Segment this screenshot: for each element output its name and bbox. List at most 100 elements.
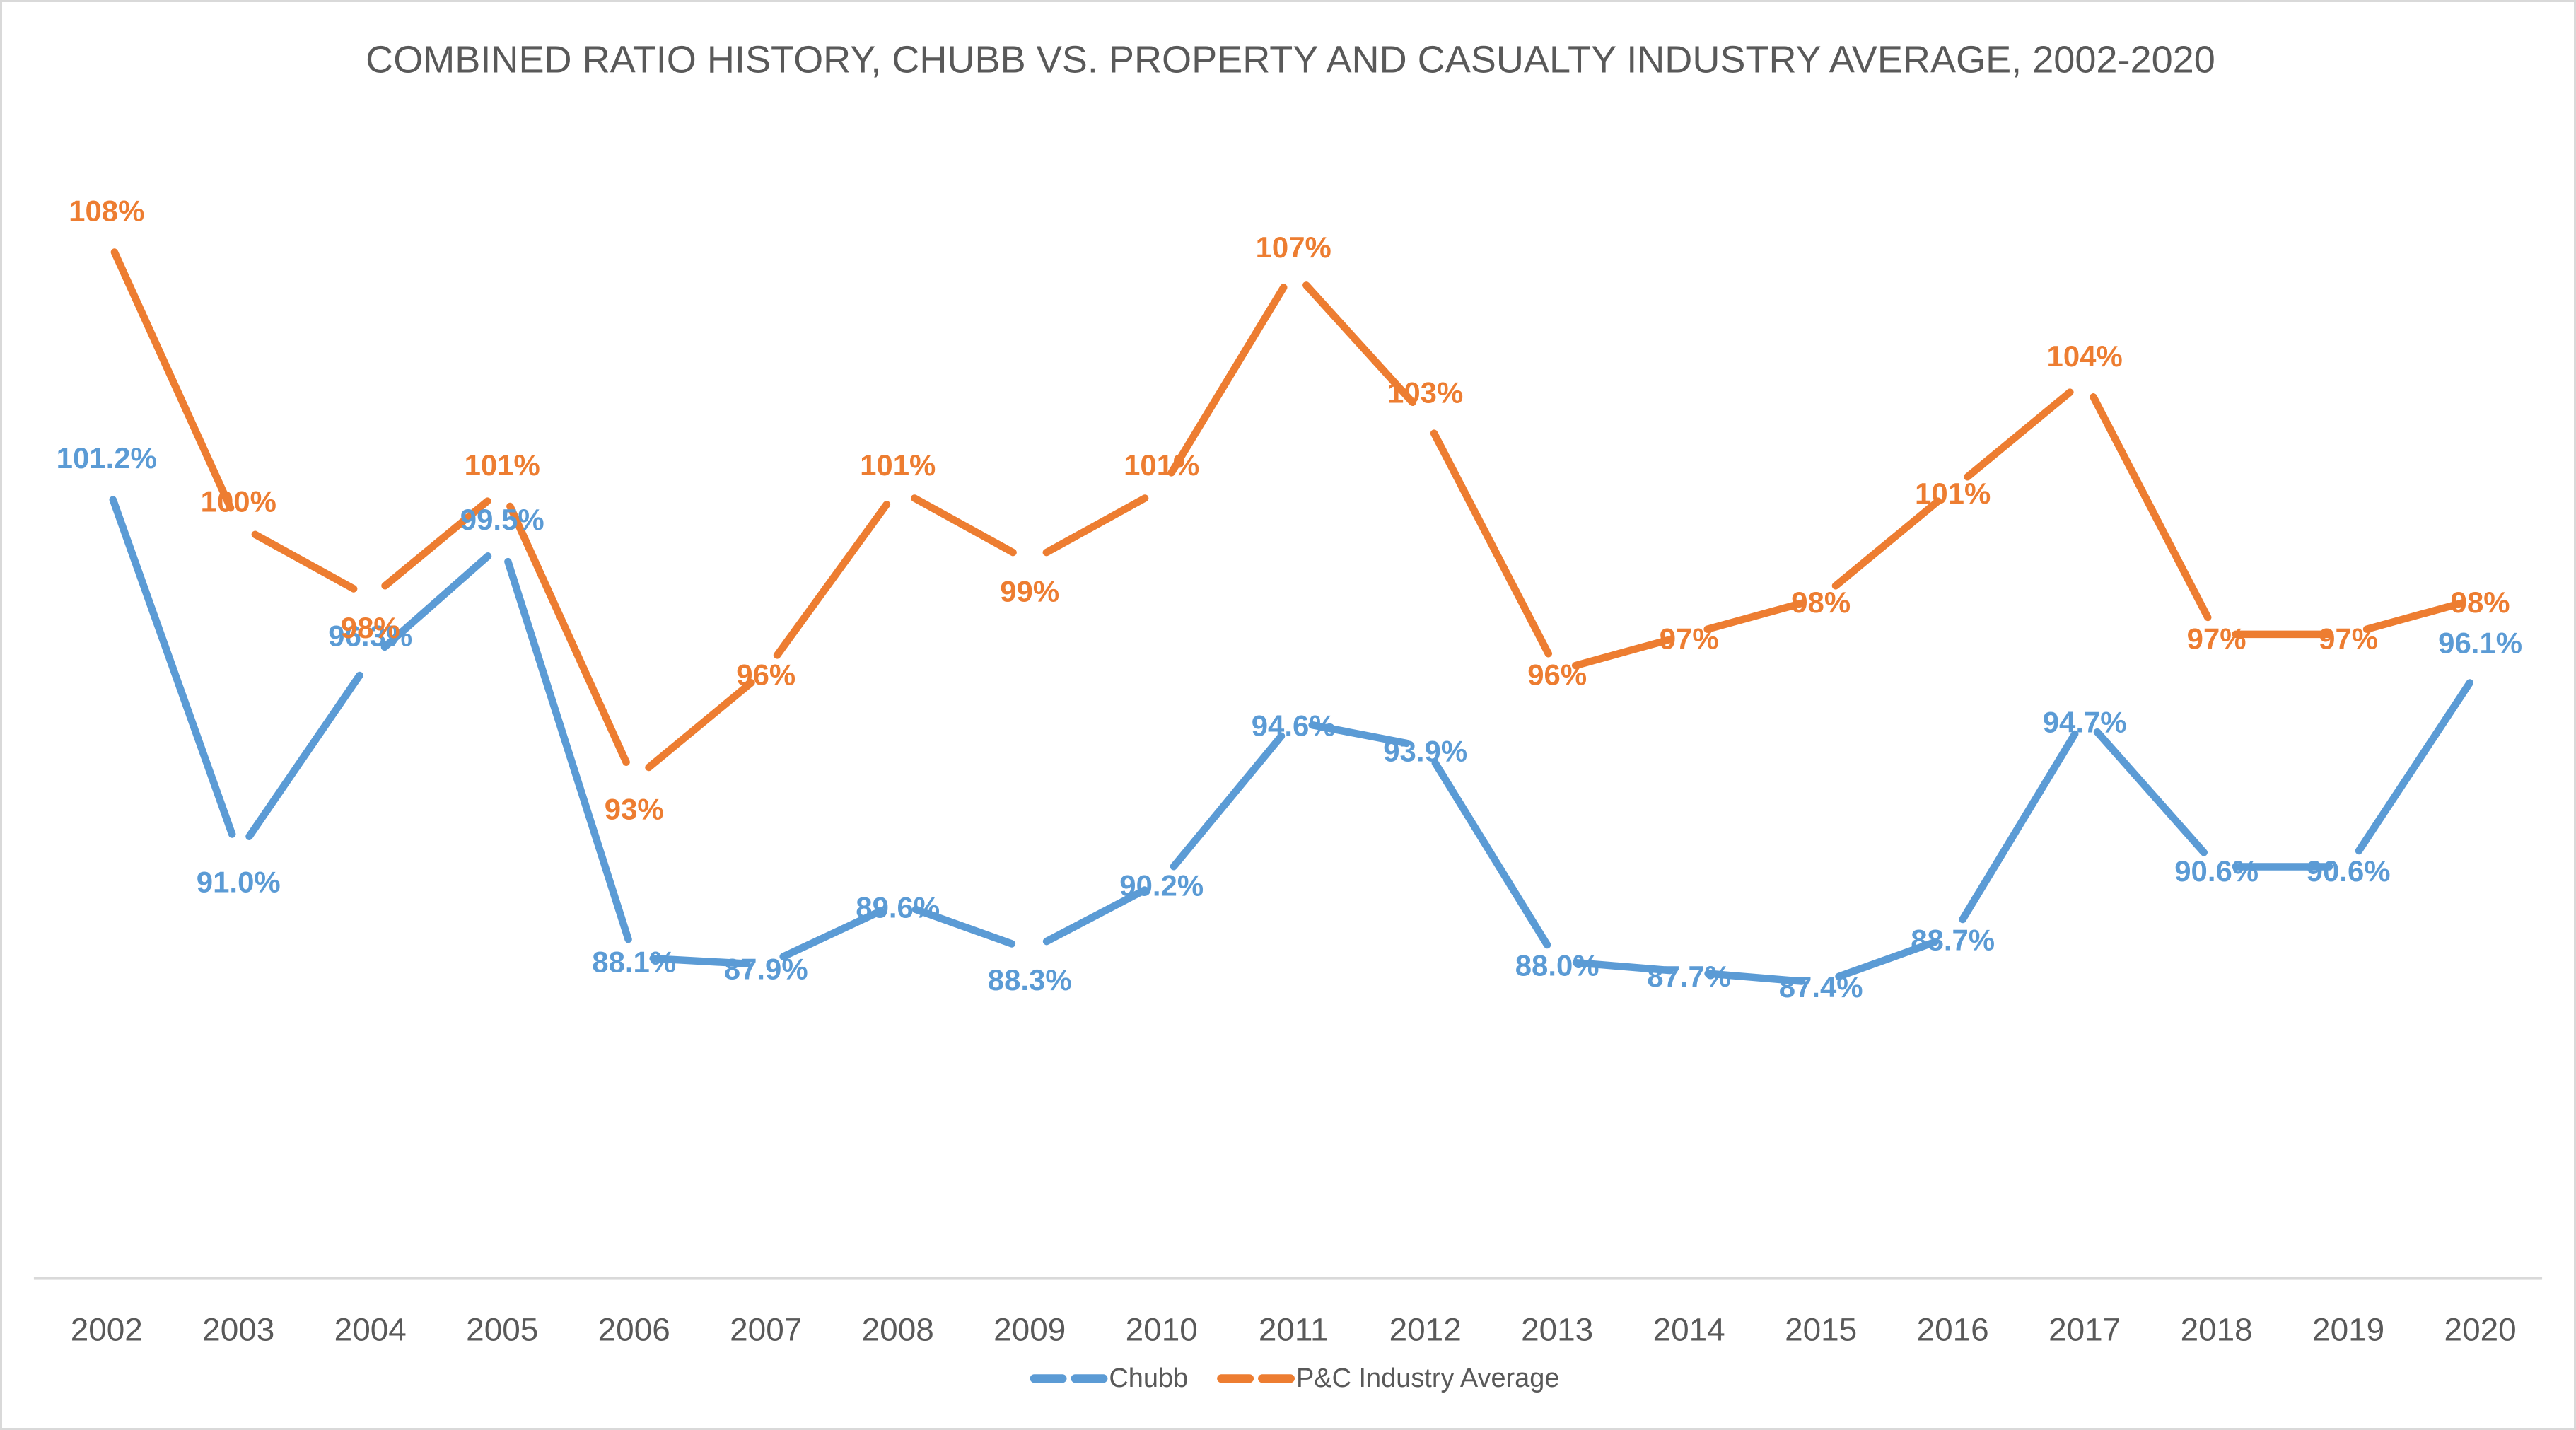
chubb-line-segment	[779, 907, 885, 960]
chubb-line-segment	[1170, 732, 1286, 871]
pc-industry-average-data-label: 100%	[201, 484, 276, 518]
series-lines	[109, 248, 2474, 985]
legend-label-pc-industry-average[interactable]: P&C Industry Average	[1296, 1364, 1560, 1393]
data-labels: 101.2% 91.0% 96.3% 99.5% 88.1% 87.9% 89.6% 88.3…	[57, 194, 2522, 1004]
chubb-line-segment	[1959, 730, 2079, 924]
chubb-data-label: 96.3%	[328, 619, 412, 652]
pc-industry-average-data-label: 98%	[341, 611, 400, 644]
chubb-data-label: 99.5%	[460, 503, 544, 536]
pc-industry-average-data-label: 108%	[69, 194, 144, 228]
pc-industry-average-data-label: 98%	[2451, 586, 2510, 619]
chubb-data-label: 94.7%	[2043, 705, 2127, 738]
chubb-data-label: 93.9%	[1383, 735, 1467, 768]
chubb-line-segment	[1308, 721, 1411, 748]
chubb-line-segment	[1431, 759, 1551, 949]
x-tick-label: 2008	[862, 1310, 934, 1347]
chubb-line-segment	[109, 496, 236, 838]
chubb-data-label: 87.7%	[1647, 960, 1731, 993]
pc-industry-average-line-segment	[1302, 281, 1416, 407]
pc-industry-average-line-segment	[1964, 388, 2074, 481]
pc-industry-average-data-label: 103%	[1387, 376, 1463, 409]
chubb-data-label: 94.6%	[1252, 709, 1336, 743]
x-tick-label: 2002	[71, 1310, 143, 1347]
chubb-data-label: 90.2%	[1119, 868, 1204, 902]
chubb-line-segment	[504, 557, 632, 943]
pc-industry-average-data-label: 101%	[1124, 448, 1199, 482]
legend: Chubb P&C Industry Average	[1030, 1364, 1560, 1393]
chubb-data-label: 91.0%	[197, 865, 281, 898]
chubb-data-label: 89.6%	[856, 890, 940, 924]
x-tick-label: 2010	[1126, 1310, 1198, 1347]
x-tick-label: 2006	[598, 1310, 670, 1347]
chubb-data-label: 88.1%	[592, 945, 676, 978]
x-tick-label: 2012	[1389, 1310, 1462, 1347]
x-tick-label: 2014	[1653, 1310, 1725, 1347]
chubb-data-label: 90.6%	[2307, 854, 2391, 888]
pc-industry-average-line-segment	[381, 497, 491, 590]
chubb-line-segment	[911, 905, 1016, 948]
pc-industry-average-data-label: 101%	[860, 448, 936, 482]
pc-industry-average-data-label: 93%	[605, 793, 664, 826]
x-tick-label: 2011	[1259, 1310, 1329, 1347]
chubb-line-segment	[1704, 970, 1806, 985]
pc-industry-average-data-label: 101%	[465, 448, 540, 482]
pc-industry-average-data-label: 96%	[1527, 658, 1587, 692]
pc-industry-average-data-label: 98%	[1791, 586, 1851, 619]
pc-industry-average-line-segment	[1430, 429, 1553, 658]
chubb-data-label: 88.7%	[1911, 924, 1995, 957]
pc-industry-average-data-label: 107%	[1256, 231, 1331, 264]
x-tick-label: 2003	[202, 1310, 274, 1347]
chubb-data-label: 90.6%	[2174, 854, 2259, 888]
chubb-line-segment	[380, 552, 492, 651]
x-tick-label: 2009	[993, 1310, 1066, 1347]
pc-industry-average-line-segment	[2090, 393, 2212, 622]
chubb-data-label: 88.0%	[1515, 948, 1599, 982]
pc-industry-average-line-segment	[110, 248, 235, 512]
x-tick-label: 2017	[2048, 1310, 2121, 1347]
chart-title: COMBINED RATIO HISTORY, CHUBB VS. PROPER…	[366, 39, 2215, 81]
chubb-data-label: 88.3%	[988, 963, 1072, 996]
pc-industry-average-line-segment	[773, 501, 891, 659]
x-tick-label: 2007	[730, 1310, 802, 1347]
chubb-line-segment	[1572, 958, 1674, 975]
pc-industry-average-line-segment	[251, 530, 358, 593]
pc-industry-average-line-segment	[1831, 497, 1942, 590]
chubb-data-label: 87.9%	[724, 953, 808, 986]
x-tick-label: 2015	[1785, 1310, 1857, 1347]
x-tick-label: 2018	[2181, 1310, 2253, 1347]
x-tick-label: 2004	[334, 1310, 407, 1347]
chubb-line-segment	[245, 671, 363, 840]
pc-industry-average-line-segment	[645, 679, 755, 772]
legend-label-chubb[interactable]: Chubb	[1109, 1364, 1188, 1393]
x-tick-label: 2020	[2444, 1310, 2517, 1347]
x-tick-label: 2016	[1917, 1310, 1989, 1347]
x-axis-labels: 2002 2003 2004 2005 2006 2007 2008 2009 2010 2011…	[71, 1310, 2517, 1347]
x-tick-label: 2005	[466, 1310, 538, 1347]
pc-industry-average-line-segment	[1703, 599, 1807, 633]
chubb-data-label: 101.2%	[57, 441, 157, 475]
chubb-line-segment	[649, 955, 751, 967]
chubb-line-segment	[2355, 679, 2474, 855]
pc-industry-average-line-segment	[1571, 635, 1674, 670]
x-tick-label: 2013	[1521, 1310, 1593, 1347]
pc-industry-average-data-label: 96%	[736, 658, 795, 692]
pc-industry-average-data-label: 101%	[1915, 477, 1991, 510]
pc-industry-average-data-label: 104%	[2047, 339, 2123, 373]
chubb-data-label: 96.1%	[2438, 627, 2522, 660]
x-tick-label: 2019	[2312, 1310, 2384, 1347]
pc-industry-average-data-label: 97%	[2187, 622, 2246, 655]
chubb-line-segment	[1835, 938, 1939, 980]
chubb-line-segment	[1042, 886, 1149, 946]
pc-industry-average-line-segment	[2362, 599, 2466, 633]
pc-industry-average-line-segment	[1167, 284, 1288, 477]
pc-industry-average-line-segment	[1042, 494, 1149, 557]
pc-industry-average-data-label: 99%	[1000, 575, 1059, 608]
pc-industry-average-line-segment	[911, 494, 1017, 557]
pc-industry-average-line-segment	[506, 502, 630, 766]
pc-industry-average-data-label: 97%	[1660, 622, 1719, 655]
pc-industry-average-data-label: 97%	[2319, 622, 2378, 655]
chubb-data-label: 87.4%	[1779, 970, 1863, 1004]
chubb-line-segment	[2093, 728, 2208, 856]
